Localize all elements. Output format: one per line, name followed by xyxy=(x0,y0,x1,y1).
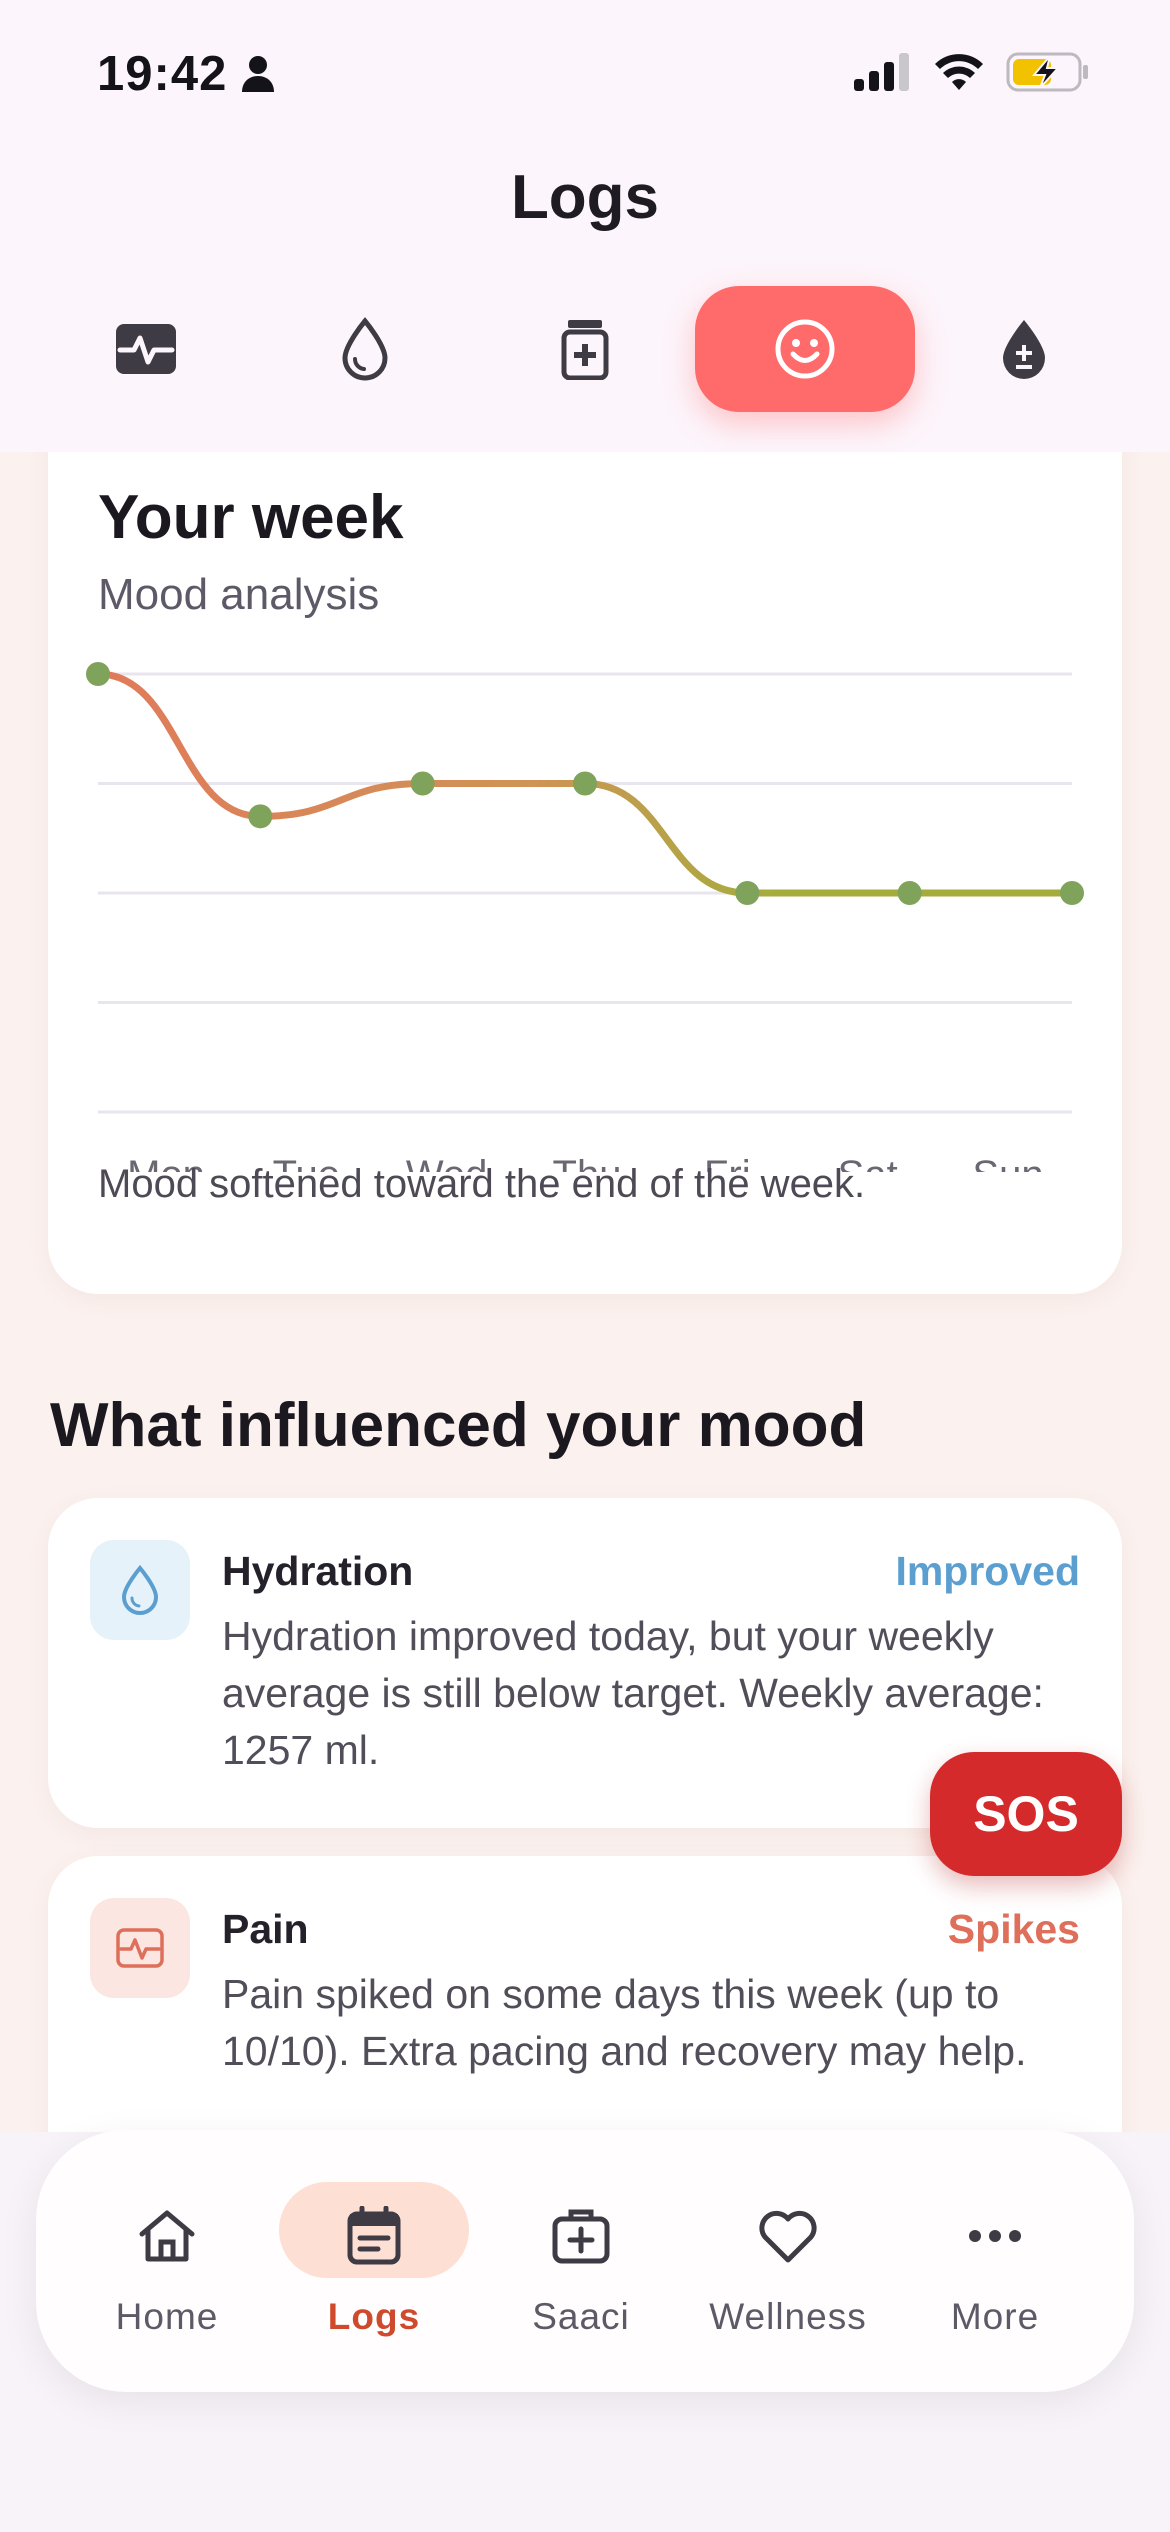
calendar-icon xyxy=(342,2204,406,2268)
chart-point xyxy=(248,804,273,829)
bottom-nav: Home Logs Saaci Wellnes xyxy=(36,2130,1134,2392)
nav-label: Logs xyxy=(327,2296,421,2337)
drop-icon xyxy=(121,1565,159,1615)
nav-item-saaci[interactable]: Saaci xyxy=(476,2130,686,2392)
log-type-tabs xyxy=(0,286,1170,414)
home-icon xyxy=(135,2204,199,2268)
tab-hydration[interactable] xyxy=(255,286,475,412)
influence-card-pain[interactable]: Pain Spikes Pain spiked on some days thi… xyxy=(48,1856,1122,2132)
medical-kit-icon xyxy=(549,2204,613,2268)
chart-point xyxy=(573,771,597,796)
week-note: Mood softened toward the end of the week… xyxy=(98,1162,866,1206)
nav-label: Wellness xyxy=(709,2296,867,2337)
influence-name: Hydration xyxy=(222,1548,414,1594)
chart-point xyxy=(735,881,760,905)
influence-card-hydration[interactable]: Hydration Improved Hydration improved to… xyxy=(48,1498,1122,1828)
week-subtitle: Mood analysis xyxy=(98,570,380,619)
pulse-icon xyxy=(116,324,176,374)
week-card: Your week Mood analysis Mon Tue Wed Thu Fri S… xyxy=(48,452,1122,1294)
influence-text: Pain spiked on some days this week (up t… xyxy=(222,1971,1027,2074)
influence-status: Improved xyxy=(895,1548,1080,1594)
content[interactable]: Your week Mood analysis Mon Tue Wed Thu Fri S… xyxy=(0,452,1170,2132)
pulse-icon xyxy=(116,1928,164,1968)
chart-point xyxy=(410,771,435,796)
tab-vitals[interactable] xyxy=(36,286,256,412)
chart-point xyxy=(86,662,110,686)
medicine-box-icon xyxy=(561,320,609,380)
week-title: Your week xyxy=(98,483,404,552)
header: 19:42 Logs xyxy=(0,0,1170,452)
drop-icon xyxy=(342,317,388,381)
nav-label: Saaci xyxy=(532,2296,630,2337)
tab-blood[interactable] xyxy=(914,286,1134,412)
influences-title: What influenced your mood xyxy=(50,1391,867,1460)
nav-label: More xyxy=(950,2296,1040,2337)
influence-text: Hydration improved today, but your weekl… xyxy=(222,1613,1044,1773)
status-icons xyxy=(854,52,1090,92)
more-icon xyxy=(963,2204,1027,2268)
tab-medication[interactable] xyxy=(475,286,695,412)
status-time-text: 19:42 xyxy=(97,47,228,101)
blood-drop-icon xyxy=(1003,320,1045,379)
page-title: Logs xyxy=(510,163,660,232)
chart-x-label: Sun xyxy=(972,1153,1043,1172)
nav-item-logs[interactable]: Logs xyxy=(269,2130,479,2392)
person-icon xyxy=(242,56,275,92)
nav-item-more[interactable]: More xyxy=(890,2130,1100,2392)
wifi-icon xyxy=(935,54,983,90)
nav-item-home[interactable]: Home xyxy=(62,2130,272,2392)
sos-button[interactable]: SOS xyxy=(930,1752,1122,1876)
signal-icon xyxy=(854,53,909,91)
pain-icon-box xyxy=(90,1898,190,1998)
chart-x-label: Sat xyxy=(838,1153,898,1172)
nav-item-wellness[interactable]: Wellness xyxy=(683,2130,893,2392)
chart-x-label: Wed xyxy=(406,1153,488,1172)
influence-status: Spikes xyxy=(947,1906,1080,1952)
chart-x-label: Mon xyxy=(127,1153,205,1172)
status-time: 19:42 xyxy=(97,46,275,102)
nav-label: Home xyxy=(115,2296,219,2337)
battery-charging-icon xyxy=(1006,52,1088,92)
smiley-icon xyxy=(775,319,835,379)
chart-x-label: Fri xyxy=(704,1153,751,1172)
chart-point xyxy=(897,881,922,905)
mood-chart: Mon Tue Wed Thu Fri Sat Sun xyxy=(86,662,1084,1172)
chart-point xyxy=(1060,881,1084,905)
hydration-icon-box xyxy=(90,1540,190,1640)
influence-name: Pain xyxy=(222,1906,309,1952)
heart-icon xyxy=(756,2204,820,2268)
chart-x-label: Tue xyxy=(273,1153,340,1172)
chart-x-label: Thu xyxy=(553,1153,622,1172)
tab-mood[interactable] xyxy=(695,286,915,412)
